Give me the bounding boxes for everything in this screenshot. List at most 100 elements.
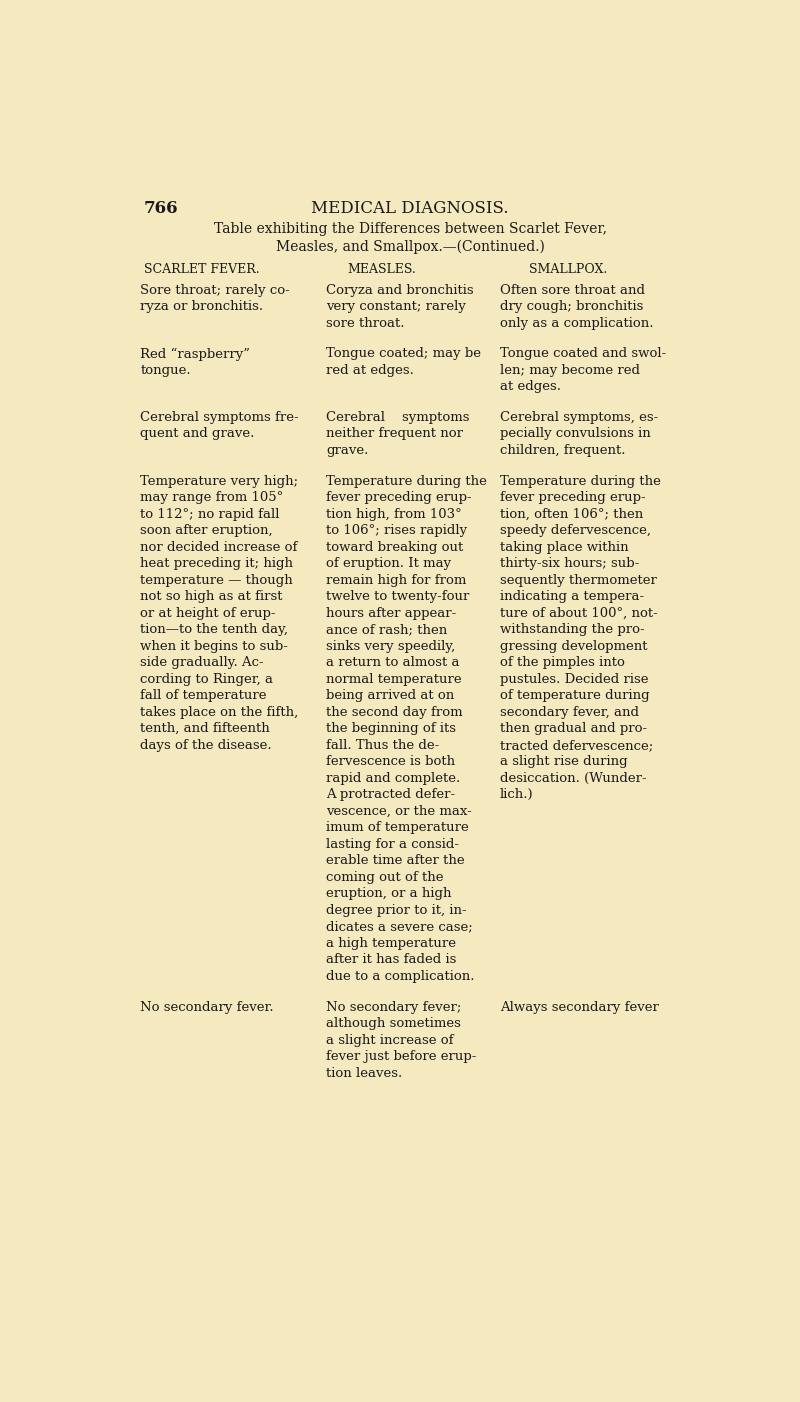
Text: being arrived at on: being arrived at on <box>326 690 454 702</box>
Text: Temperature during the: Temperature during the <box>500 474 661 488</box>
Text: normal temperature: normal temperature <box>326 673 462 686</box>
Text: Cerebral symptoms fre-: Cerebral symptoms fre- <box>140 411 299 423</box>
Text: Measles, and Smallpox.—(Continued.): Measles, and Smallpox.—(Continued.) <box>275 240 545 254</box>
Text: of eruption. It may: of eruption. It may <box>326 557 451 571</box>
Text: remain high for from: remain high for from <box>326 573 466 586</box>
Text: coming out of the: coming out of the <box>326 871 444 883</box>
Text: Often sore throat and: Often sore throat and <box>500 283 645 297</box>
Text: rapid and complete.: rapid and complete. <box>326 773 461 785</box>
Text: eruption, or a high: eruption, or a high <box>326 887 452 900</box>
Text: tenth, and fifteenth: tenth, and fifteenth <box>140 722 270 735</box>
Text: vescence, or the max-: vescence, or the max- <box>326 805 472 817</box>
Text: lich.): lich.) <box>500 788 534 802</box>
Text: Cerebral    symptoms: Cerebral symptoms <box>326 411 470 423</box>
Text: although sometimes: although sometimes <box>326 1016 461 1030</box>
Text: len; may become red: len; may become red <box>500 365 640 377</box>
Text: lasting for a consid-: lasting for a consid- <box>326 838 459 851</box>
Text: a slight rise during: a slight rise during <box>500 756 627 768</box>
Text: days of the disease.: days of the disease. <box>140 739 272 751</box>
Text: Sore throat; rarely co-: Sore throat; rarely co- <box>140 283 290 297</box>
Text: tion high, from 103°: tion high, from 103° <box>326 508 462 520</box>
Text: fall of temperature: fall of temperature <box>140 690 267 702</box>
Text: of the pimples into: of the pimples into <box>500 656 625 669</box>
Text: tion leaves.: tion leaves. <box>326 1067 402 1080</box>
Text: the second day from: the second day from <box>326 705 463 719</box>
Text: toward breaking out: toward breaking out <box>326 541 463 554</box>
Text: hours after appear-: hours after appear- <box>326 607 457 620</box>
Text: dry cough; bronchitis: dry cough; bronchitis <box>500 300 643 313</box>
Text: 766: 766 <box>143 199 178 216</box>
Text: children, frequent.: children, frequent. <box>500 444 626 457</box>
Text: after it has faded is: after it has faded is <box>326 953 457 966</box>
Text: speedy defervescence,: speedy defervescence, <box>500 524 651 537</box>
Text: indicating a tempera-: indicating a tempera- <box>500 590 644 603</box>
Text: Coryza and bronchitis: Coryza and bronchitis <box>326 283 474 297</box>
Text: cording to Ringer, a: cording to Ringer, a <box>140 673 274 686</box>
Text: fever preceding erup-: fever preceding erup- <box>500 491 646 505</box>
Text: Always secondary fever: Always secondary fever <box>500 1001 658 1014</box>
Text: fever just before erup-: fever just before erup- <box>326 1050 477 1063</box>
Text: taking place within: taking place within <box>500 541 629 554</box>
Text: MEDICAL DIAGNOSIS.: MEDICAL DIAGNOSIS. <box>311 199 509 216</box>
Text: grave.: grave. <box>326 444 369 457</box>
Text: a high temperature: a high temperature <box>326 937 456 951</box>
Text: No secondary fever;: No secondary fever; <box>326 1001 462 1014</box>
Text: fervescence is both: fervescence is both <box>326 756 455 768</box>
Text: Temperature very high;: Temperature very high; <box>140 474 298 488</box>
Text: when it begins to sub-: when it begins to sub- <box>140 639 288 653</box>
Text: sore throat.: sore throat. <box>326 317 405 329</box>
Text: red at edges.: red at edges. <box>326 365 414 377</box>
Text: tion—to the tenth day,: tion—to the tenth day, <box>140 622 288 637</box>
Text: to 112°; no rapid fall: to 112°; no rapid fall <box>140 508 280 520</box>
Text: a return to almost a: a return to almost a <box>326 656 460 669</box>
Text: heat preceding it; high: heat preceding it; high <box>140 557 294 571</box>
Text: fall. Thus the de-: fall. Thus the de- <box>326 739 439 751</box>
Text: withstanding the pro-: withstanding the pro- <box>500 622 645 637</box>
Text: thirty-six hours; sub-: thirty-six hours; sub- <box>500 557 639 571</box>
Text: tion, often 106°; then: tion, often 106°; then <box>500 508 643 520</box>
Text: very constant; rarely: very constant; rarely <box>326 300 466 313</box>
Text: only as a complication.: only as a complication. <box>500 317 654 329</box>
Text: imum of temperature: imum of temperature <box>326 822 469 834</box>
Text: sequently thermometer: sequently thermometer <box>500 573 657 586</box>
Text: erable time after the: erable time after the <box>326 854 465 868</box>
Text: pustules. Decided rise: pustules. Decided rise <box>500 673 649 686</box>
Text: neither frequent nor: neither frequent nor <box>326 428 463 440</box>
Text: the beginning of its: the beginning of its <box>326 722 456 735</box>
Text: due to a complication.: due to a complication. <box>326 970 474 983</box>
Text: then gradual and pro-: then gradual and pro- <box>500 722 647 735</box>
Text: twelve to twenty-four: twelve to twenty-four <box>326 590 470 603</box>
Text: secondary fever, and: secondary fever, and <box>500 705 639 719</box>
Text: ance of rash; then: ance of rash; then <box>326 622 447 637</box>
Text: tracted defervescence;: tracted defervescence; <box>500 739 653 751</box>
Text: gressing development: gressing development <box>500 639 647 653</box>
Text: desiccation. (Wunder-: desiccation. (Wunder- <box>500 773 646 785</box>
Text: nor decided increase of: nor decided increase of <box>140 541 298 554</box>
Text: Table exhibiting the Differences between Scarlet Fever,: Table exhibiting the Differences between… <box>214 223 606 236</box>
Text: side gradually. Ac-: side gradually. Ac- <box>140 656 264 669</box>
Text: at edges.: at edges. <box>500 380 561 394</box>
Text: sinks very speedily,: sinks very speedily, <box>326 639 455 653</box>
Text: to 106°; rises rapidly: to 106°; rises rapidly <box>326 524 467 537</box>
Text: Tongue coated and swol-: Tongue coated and swol- <box>500 348 666 360</box>
Text: pecially convulsions in: pecially convulsions in <box>500 428 650 440</box>
Text: ryza or bronchitis.: ryza or bronchitis. <box>140 300 263 313</box>
Text: quent and grave.: quent and grave. <box>140 428 254 440</box>
Text: tongue.: tongue. <box>140 365 191 377</box>
Text: fever preceding erup-: fever preceding erup- <box>326 491 472 505</box>
Text: or at height of erup-: or at height of erup- <box>140 607 276 620</box>
Text: not so high as at first: not so high as at first <box>140 590 283 603</box>
Text: Temperature during the: Temperature during the <box>326 474 487 488</box>
Text: a slight increase of: a slight increase of <box>326 1033 454 1047</box>
Text: A protracted defer-: A protracted defer- <box>326 788 455 802</box>
Text: takes place on the fifth,: takes place on the fifth, <box>140 705 298 719</box>
Text: dicates a severe case;: dicates a severe case; <box>326 921 473 934</box>
Text: temperature — though: temperature — though <box>140 573 293 586</box>
Text: soon after eruption,: soon after eruption, <box>140 524 273 537</box>
Text: ture of about 100°, not-: ture of about 100°, not- <box>500 607 658 620</box>
Text: Tongue coated; may be: Tongue coated; may be <box>326 348 482 360</box>
Text: SCARLET FEVER.: SCARLET FEVER. <box>145 264 260 276</box>
Text: degree prior to it, in-: degree prior to it, in- <box>326 904 467 917</box>
Text: Cerebral symptoms, es-: Cerebral symptoms, es- <box>500 411 658 423</box>
Text: SMALLPOX.: SMALLPOX. <box>529 264 607 276</box>
